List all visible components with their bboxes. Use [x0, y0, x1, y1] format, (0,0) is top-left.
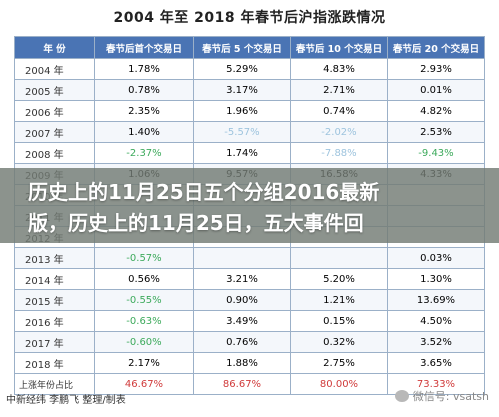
headline-line-1: 历史上的11月25日五个分组2016最新 [28, 180, 380, 204]
value-cell: -5.57% [193, 121, 291, 143]
value-cell: 3.49% [193, 310, 291, 332]
value-cell: 0.56% [94, 268, 194, 290]
value-cell: 2.71% [290, 79, 388, 101]
table-row: 2008 年 -2.37% 1.74% -7.88% -9.43% [14, 142, 485, 164]
table-row: 2013 年 -0.57% 0.03% [14, 247, 485, 269]
value-cell: 0.01% [387, 79, 485, 101]
summary-cell: 80.00% [290, 373, 388, 395]
summary-cell: 86.67% [193, 373, 291, 395]
table-row: 2016 年 -0.63% 3.49% 0.15% 4.50% [14, 310, 485, 332]
table-row: 2018 年 2.17% 1.88% 2.75% 3.65% [14, 352, 485, 374]
value-cell: 1.21% [290, 289, 388, 311]
value-cell: -9.43% [387, 142, 485, 164]
column-header: 春节后 10 个交易日 [290, 36, 388, 59]
value-cell: 3.21% [193, 268, 291, 290]
year-cell: 2017 年 [14, 331, 95, 353]
table-row: 2006 年 2.35% 1.96% 0.74% 4.82% [14, 100, 485, 122]
year-cell: 2004 年 [14, 58, 95, 80]
watermark-text: 微信号: vsatsh [412, 390, 489, 403]
value-cell: 2.17% [94, 352, 194, 374]
value-cell: -0.55% [94, 289, 194, 311]
value-cell: 0.74% [290, 100, 388, 122]
year-cell: 2013 年 [14, 247, 95, 269]
year-cell: 2015 年 [14, 289, 95, 311]
value-cell: 4.82% [387, 100, 485, 122]
value-cell: 13.69% [387, 289, 485, 311]
value-cell: 5.29% [193, 58, 291, 80]
value-cell: 0.03% [387, 247, 485, 269]
table-header-row: 年 份 春节后首个交易日 春节后 5 个交易日 春节后 10 个交易日 春节后 … [14, 36, 485, 59]
table-row: 2005 年 0.78% 3.17% 2.71% 0.01% [14, 79, 485, 101]
value-cell: -2.02% [290, 121, 388, 143]
year-cell: 2006 年 [14, 100, 95, 122]
value-cell: 0.90% [193, 289, 291, 311]
table-row: 2007 年 1.40% -5.57% -2.02% 2.53% [14, 121, 485, 143]
value-cell: -0.63% [94, 310, 194, 332]
headline-banner[interactable]: 历史上的11月25日五个分组2016最新 版，历史上的11月25日，五大事件回 [0, 168, 499, 243]
value-cell: -7.88% [290, 142, 388, 164]
summary-row: 上涨年份占比 46.67% 86.67% 80.00% 73.33% [14, 373, 485, 395]
value-cell [193, 247, 291, 269]
value-cell: 1.74% [193, 142, 291, 164]
year-cell: 2007 年 [14, 121, 95, 143]
table-row: 2017 年 -0.60% 0.76% 0.32% 3.52% [14, 331, 485, 353]
year-cell: 2005 年 [14, 79, 95, 101]
value-cell: 3.52% [387, 331, 485, 353]
value-cell [290, 247, 388, 269]
summary-cell: 73.33% [387, 373, 485, 395]
value-cell: 1.78% [94, 58, 194, 80]
value-cell: 4.50% [387, 310, 485, 332]
value-cell: 2.53% [387, 121, 485, 143]
source-credit: 中新经纬 李鹏飞 整理/制表 [6, 395, 126, 406]
value-cell: 3.65% [387, 352, 485, 374]
value-cell: 0.78% [94, 79, 194, 101]
value-cell: 1.88% [193, 352, 291, 374]
column-header: 春节后首个交易日 [94, 36, 194, 59]
value-cell: 0.32% [290, 331, 388, 353]
headline-line-2: 版，历史上的11月25日，五大事件回 [28, 211, 364, 235]
value-cell: 3.17% [193, 79, 291, 101]
wechat-icon [394, 390, 409, 402]
value-cell: 2.93% [387, 58, 485, 80]
table-row: 2015 年 -0.55% 0.90% 1.21% 13.69% [14, 289, 485, 311]
table-row: 2014 年 0.56% 3.21% 5.20% 1.30% [14, 268, 485, 290]
value-cell: 2.35% [94, 100, 194, 122]
table-title: 2004 年至 2018 年春节后沪指涨跌情况 [113, 10, 386, 26]
value-cell: 1.30% [387, 268, 485, 290]
column-header: 春节后 5 个交易日 [193, 36, 291, 59]
value-cell: -0.60% [94, 331, 194, 353]
value-cell: -0.57% [94, 247, 194, 269]
table-row: 2004 年 1.78% 5.29% 4.83% 2.93% [14, 58, 485, 80]
value-cell: 1.96% [193, 100, 291, 122]
value-cell: 0.76% [193, 331, 291, 353]
year-cell: 2014 年 [14, 268, 95, 290]
column-header: 年 份 [14, 36, 95, 59]
value-cell: -2.37% [94, 142, 194, 164]
column-header: 春节后 20 个交易日 [387, 36, 485, 59]
year-cell: 2016 年 [14, 310, 95, 332]
value-cell: 4.83% [290, 58, 388, 80]
year-cell: 2008 年 [14, 142, 95, 164]
value-cell: 1.40% [94, 121, 194, 143]
value-cell: 0.15% [290, 310, 388, 332]
value-cell: 5.20% [290, 268, 388, 290]
value-cell: 2.75% [290, 352, 388, 374]
watermark: 微信号: vsatsh [394, 388, 489, 404]
year-cell: 2018 年 [14, 352, 95, 374]
